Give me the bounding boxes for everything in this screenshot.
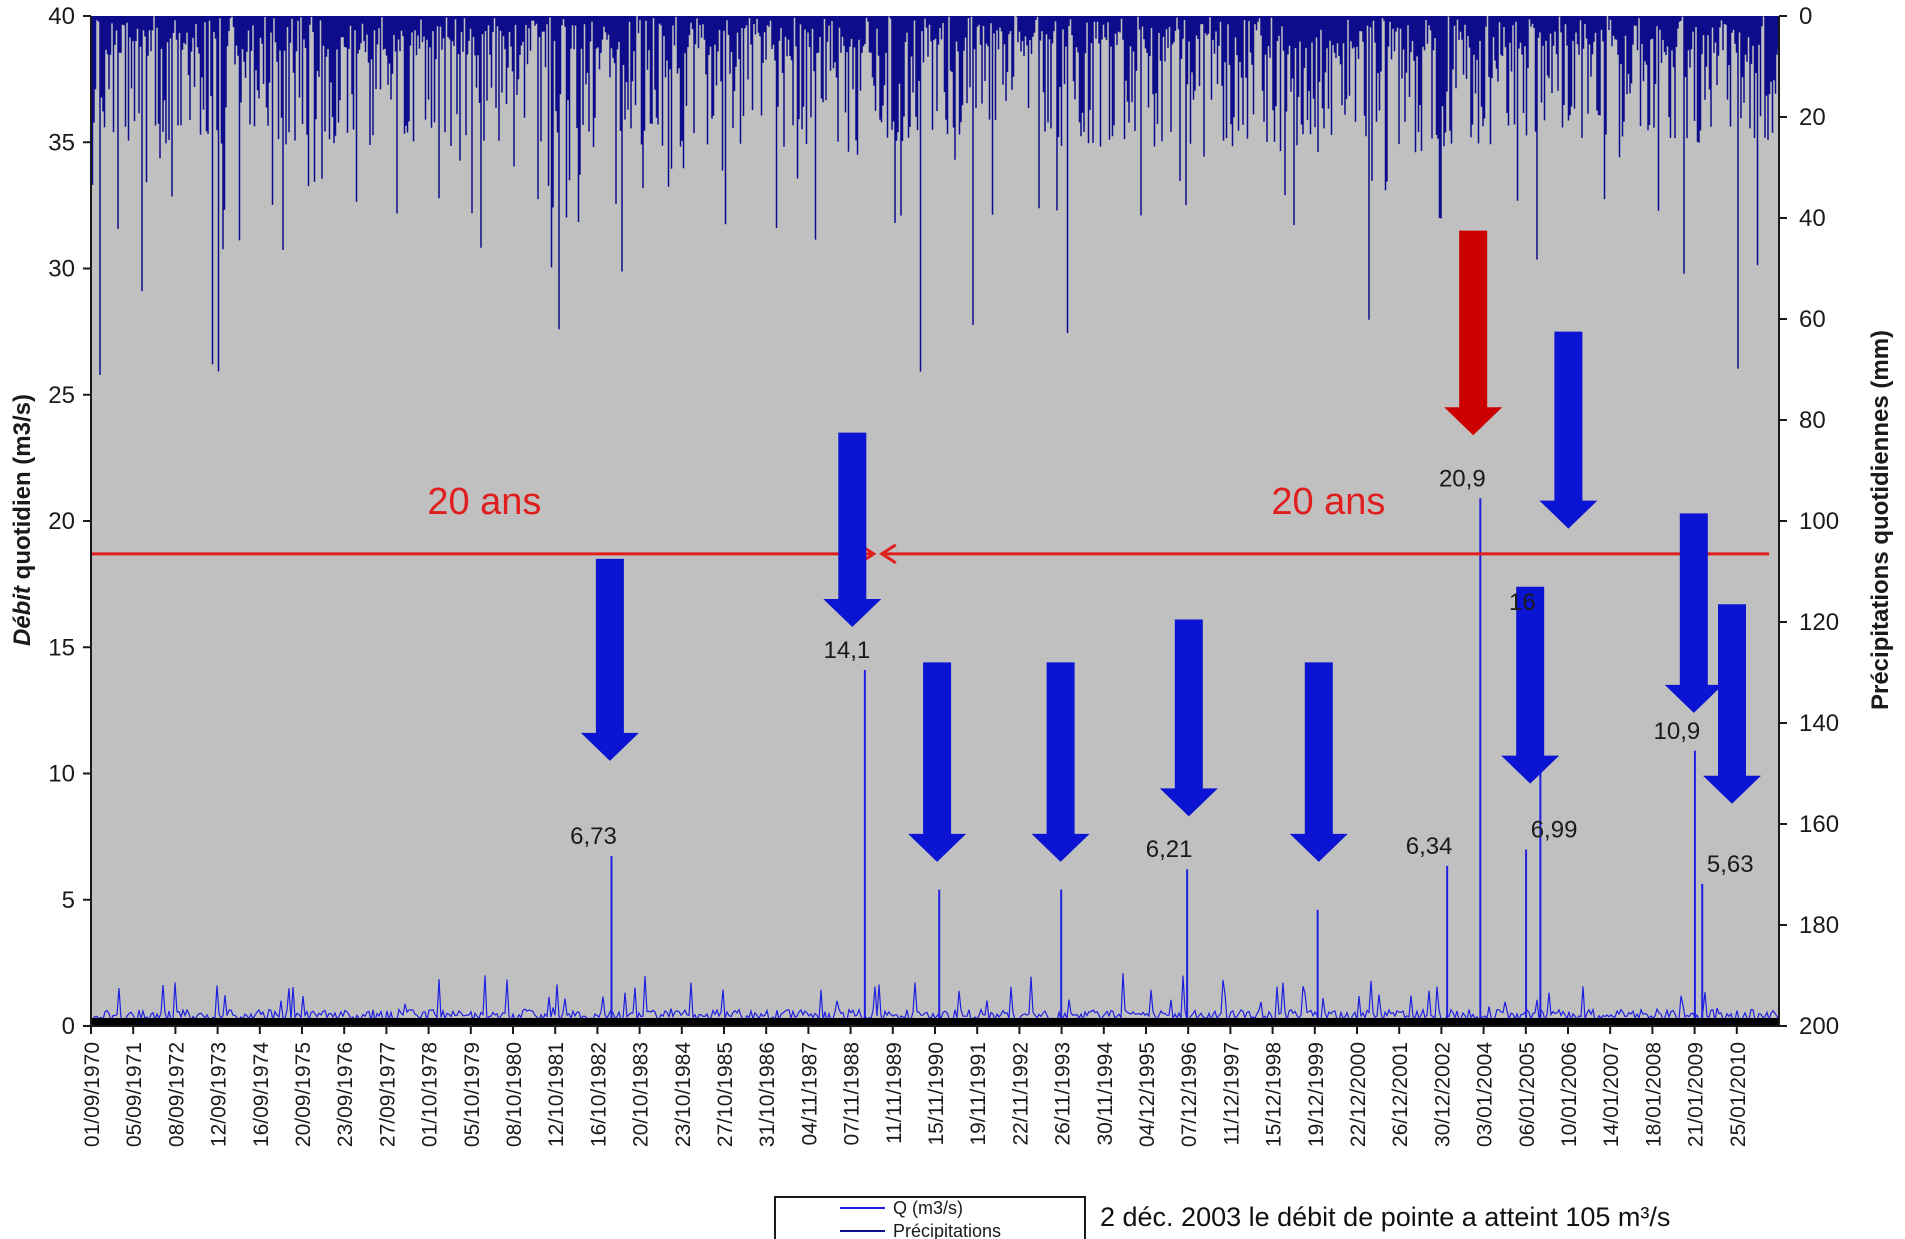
x-tick-label-3: 12/09/1973 [208, 1042, 231, 1147]
precipitation-line [91, 16, 1779, 375]
y-tick-label-left-6: 30 [48, 256, 75, 283]
y-tick-label-left-0: 0 [62, 1013, 75, 1040]
flood-arrows [580, 230, 1761, 862]
x-tick-label-38: 21/01/2009 [1685, 1042, 1708, 1147]
x-tick-label-21: 19/11/1991 [967, 1042, 990, 1146]
baseline-band [91, 1018, 1779, 1026]
precipitation-series [91, 16, 1779, 375]
y-axis-right-title: Précipitations quotidiennes (mm) [1867, 330, 1894, 710]
peak-label-0: 6,73 [570, 823, 617, 850]
period-arrowhead-left [879, 543, 897, 565]
legend-box [774, 1196, 1086, 1239]
x-tick-label-15: 27/10/1985 [714, 1042, 737, 1147]
period-label-right: 20 ans [1271, 481, 1385, 523]
x-tick-label-9: 05/10/1979 [461, 1042, 484, 1147]
x-tick-label-37: 18/01/2008 [1642, 1042, 1665, 1147]
x-tick-label-32: 30/12/2002 [1431, 1042, 1454, 1147]
legend: Q (m3/s) Précipitations [774, 1196, 1086, 1239]
x-tick-label-14: 23/10/1984 [672, 1042, 695, 1147]
x-tick-label-10: 08/10/1980 [503, 1042, 526, 1147]
x-tick-label-25: 04/12/1995 [1136, 1042, 1159, 1147]
flood-arrow-0 [580, 558, 639, 761]
peak-label-10: 10,9 [1654, 718, 1701, 745]
x-tick-label-39: 25/01/2010 [1727, 1042, 1750, 1147]
peak-label-6: 6,34 [1406, 833, 1453, 860]
peak-label-11: 5,63 [1707, 851, 1754, 878]
axes: 0 5 10 15 20 25 30 35 40 0 20 40 60 80 100 120 140 160 180… [48, 3, 1839, 1147]
legend-label-discharge: Q (m3/s) [893, 1198, 963, 1218]
x-tick-label-29: 19/12/1999 [1305, 1042, 1328, 1147]
x-tick-label-17: 04/11/1987 [798, 1042, 821, 1146]
x-tick-label-30: 22/12/2000 [1347, 1042, 1370, 1147]
x-tick-label-20: 15/11/1990 [925, 1042, 948, 1146]
x-tick-label-24: 30/11/1994 [1094, 1042, 1117, 1146]
y-tick-label-left-2: 10 [48, 761, 75, 788]
y-tick-label-right-0: 0 [1799, 3, 1812, 30]
x-tick-label-7: 27/09/1977 [376, 1042, 399, 1147]
y-tick-label-left-1: 5 [62, 887, 75, 914]
y-tick-label-right-2: 40 [1799, 205, 1826, 232]
flood-arrow-9 [1664, 513, 1723, 713]
y-tick-label-right-3: 60 [1799, 306, 1826, 333]
x-tick-label-26: 07/12/1996 [1178, 1042, 1201, 1147]
y-tick-label-right-7: 140 [1799, 710, 1839, 737]
x-tick-label-0: 01/09/1970 [81, 1042, 104, 1147]
period-label-left: 20 ans [427, 481, 541, 523]
y-tick-label-left-4: 20 [48, 508, 75, 535]
x-tick-label-33: 03/01/2004 [1474, 1042, 1497, 1147]
flood-arrow-5 [1289, 662, 1348, 862]
flood-arrow-8 [1539, 331, 1598, 529]
x-tick-label-35: 10/01/2006 [1558, 1042, 1581, 1147]
x-tick-label-4: 16/09/1974 [250, 1042, 273, 1147]
x-tick-label-6: 23/09/1976 [334, 1042, 357, 1147]
peak-label-7: 20,9 [1439, 465, 1486, 492]
y-tick-label-right-5: 100 [1799, 508, 1839, 535]
y-tick-label-right-10: 200 [1799, 1013, 1839, 1040]
x-tick-label-2: 08/09/1972 [165, 1042, 188, 1147]
y-tick-label-left-5: 25 [48, 382, 75, 409]
x-tick-label-16: 31/10/1986 [756, 1042, 779, 1147]
x-tick-label-5: 20/09/1975 [292, 1042, 315, 1147]
x-tick-label-36: 14/01/2007 [1600, 1042, 1623, 1147]
x-tick-label-34: 06/01/2005 [1516, 1042, 1539, 1147]
x-tick-label-8: 01/10/1978 [419, 1042, 442, 1147]
footnote-peak-discharge: 2 déc. 2003 le débit de pointe a atteint… [1100, 1202, 1671, 1232]
peak-label-1: 14,1 [824, 637, 871, 664]
y-tick-label-right-4: 80 [1799, 407, 1826, 434]
x-tick-label-12: 16/10/1982 [587, 1042, 610, 1147]
return-period-marker: 20 ans 20 ans [91, 481, 1769, 565]
y-tick-label-right-6: 120 [1799, 609, 1839, 636]
peak-labels: 6,73 14,1 6,21 6,34 20,9 6,99 16 10,9 5,63 [570, 465, 1753, 878]
peak-label-9: 16 [1509, 589, 1536, 616]
flood-arrow-10 [1703, 604, 1761, 804]
x-tick-label-31: 26/12/2001 [1389, 1042, 1412, 1147]
flood-arrow-4 [1159, 619, 1218, 817]
flood-arrow-1 [823, 432, 882, 627]
y-tick-label-right-1: 20 [1799, 104, 1826, 131]
y-tick-label-right-9: 180 [1799, 912, 1839, 939]
x-tick-label-22: 22/11/1992 [1009, 1042, 1032, 1146]
x-tick-label-27: 11/12/1997 [1220, 1042, 1243, 1146]
peak-label-4: 6,21 [1146, 836, 1193, 863]
y-tick-label-left-3: 15 [48, 634, 75, 661]
x-tick-label-18: 07/11/1988 [841, 1042, 864, 1146]
y-tick-label-right-8: 160 [1799, 811, 1839, 838]
y-tick-label-left-7: 35 [48, 129, 75, 156]
y-axis-left-title: Débit quotidien (m3/s) [9, 394, 36, 646]
x-tick-label-28: 15/12/1998 [1263, 1042, 1286, 1147]
x-tick-label-23: 26/11/1993 [1052, 1042, 1075, 1146]
flood-arrow-7 [1501, 586, 1560, 784]
flood-arrow-2 [908, 662, 967, 862]
peak-label-8: 6,99 [1531, 817, 1578, 844]
x-tick-label-1: 05/09/1971 [123, 1042, 146, 1147]
x-tick-label-13: 20/10/1983 [630, 1042, 653, 1147]
legend-label-precipitation: Précipitations [893, 1221, 1001, 1239]
flood-arrow-3 [1031, 662, 1090, 862]
y-tick-label-left-8: 40 [48, 3, 75, 30]
x-tick-label-19: 11/11/1989 [883, 1042, 906, 1144]
flood-arrow-6 [1444, 230, 1503, 436]
x-tick-label-11: 12/10/1981 [545, 1042, 568, 1147]
